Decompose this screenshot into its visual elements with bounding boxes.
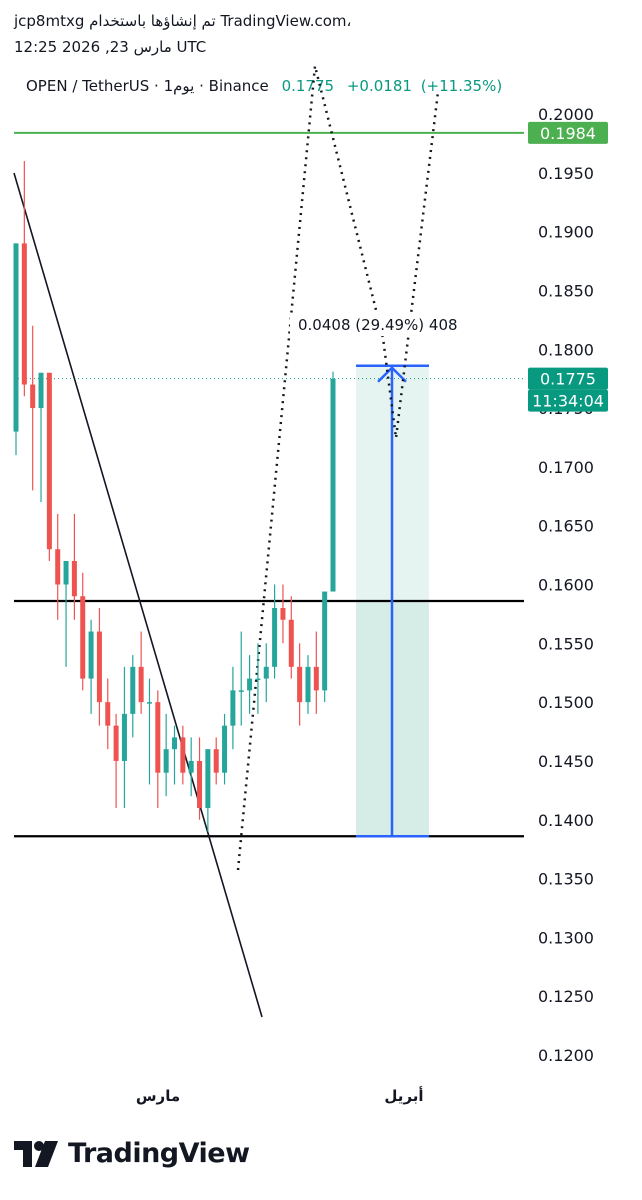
y-tick-label: 0.1250 — [538, 987, 594, 1006]
candle-body — [197, 760, 203, 808]
chart-timestamp: مارس 23, 2026 12:25 UTC — [14, 38, 207, 56]
y-tick-label: 0.1700 — [538, 458, 594, 477]
y-tick-label: 0.1650 — [538, 517, 594, 536]
candle-body — [205, 749, 211, 808]
price-badge-label: 0.1984 — [540, 124, 596, 143]
candle-body — [38, 372, 44, 409]
price-badge — [528, 121, 608, 144]
price-badge-label: 11:34:04 — [532, 392, 604, 411]
y-tick-label: 0.1950 — [538, 164, 594, 183]
y-tick-label: 0.1850 — [538, 281, 594, 300]
candle-body — [21, 243, 27, 385]
y-tick-label: 0.1350 — [538, 870, 594, 889]
candle-body — [188, 760, 194, 773]
x-tick-label: مارس — [136, 1087, 180, 1105]
candle-body — [213, 749, 219, 773]
candle-body — [322, 591, 328, 691]
logo-text: TradingView — [68, 1138, 250, 1169]
y-tick-label: 0.1800 — [538, 340, 594, 359]
candle-body — [155, 702, 161, 773]
price-badge — [528, 389, 608, 412]
y-tick-label: 0.1200 — [538, 1046, 594, 1065]
y-tick-label: 0.1450 — [538, 752, 594, 771]
candle-body — [105, 702, 111, 726]
downtrend-line — [13, 172, 263, 1018]
y-tick-label: 0.1900 — [538, 223, 594, 242]
measure-arrow-head — [377, 365, 407, 383]
candle-body — [172, 737, 177, 750]
candle-body — [313, 666, 319, 691]
y-tick-label: 0.1550 — [538, 634, 594, 653]
y-tick-label: 0.1400 — [538, 811, 594, 830]
price-change-pct: (+11.35%) — [420, 77, 503, 95]
price-badge-label: 0.1775 — [540, 370, 596, 389]
candle-body — [330, 378, 336, 592]
chart-attribution: jcp8mtxg تم إنشاؤها باستخدام TradingView… — [14, 12, 352, 30]
candle-body — [96, 631, 102, 703]
candle-body — [63, 560, 69, 585]
tradingview-logo: TradingView — [14, 1138, 250, 1169]
candle-body — [146, 702, 152, 704]
symbol-info: OPEN / TetherUS · 1يوم · Binance — [26, 77, 269, 95]
x-tick-label: أبريل — [384, 1086, 423, 1105]
candle-body — [130, 666, 136, 714]
price-badge — [528, 367, 608, 390]
candle-body — [71, 560, 77, 597]
candle-body — [255, 678, 261, 681]
candle-body — [238, 690, 244, 692]
measure-label: 0.0408 (29.49%) 408 — [290, 314, 466, 336]
candle-body — [247, 678, 253, 691]
candle-body — [30, 384, 36, 409]
tradingview-logo-icon — [14, 1140, 58, 1167]
candle-body — [288, 619, 294, 667]
candle-body — [13, 243, 19, 432]
y-tick-label: 0.1500 — [538, 693, 594, 712]
candle-body — [163, 749, 169, 773]
price-change: +0.0181 — [346, 77, 412, 95]
candle-body — [263, 666, 269, 679]
candle-body — [297, 666, 303, 703]
candle-body — [280, 608, 286, 620]
candle-body — [46, 372, 52, 550]
symbol-legend: OPEN / TetherUS · 1يوم · Binance 0.1775 … — [26, 77, 502, 95]
y-tick-label: 0.2000 — [538, 105, 594, 124]
y-tick-label: 0.1300 — [538, 928, 594, 947]
candle-body — [222, 725, 228, 773]
candle-body — [138, 666, 144, 703]
candle-body — [121, 713, 127, 761]
y-tick-label: 0.1600 — [538, 576, 594, 595]
candle-body — [113, 725, 119, 761]
candle-body — [55, 549, 61, 585]
candle-body — [230, 690, 236, 726]
candle-body — [80, 596, 86, 679]
candle-body — [272, 608, 278, 667]
candle-body — [180, 737, 186, 773]
candle-body — [305, 666, 311, 703]
last-price: 0.1775 — [281, 77, 335, 95]
candle-body — [88, 631, 94, 679]
